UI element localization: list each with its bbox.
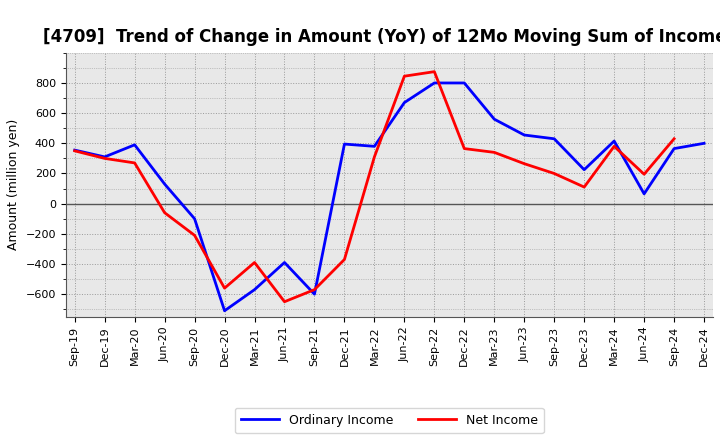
Ordinary Income: [550, 136, 559, 141]
Ordinary Income: [430, 81, 438, 86]
Ordinary Income: [340, 141, 348, 147]
Ordinary Income: [161, 181, 169, 187]
Ordinary Income: [280, 260, 289, 265]
Net Income: [100, 156, 109, 161]
Net Income: [251, 260, 259, 265]
Ordinary Income: [310, 292, 319, 297]
Ordinary Income: [400, 100, 409, 105]
Ordinary Income: [490, 117, 499, 122]
Ordinary Income: [130, 142, 139, 147]
Net Income: [370, 154, 379, 160]
Line: Ordinary Income: Ordinary Income: [75, 83, 704, 311]
Net Income: [490, 150, 499, 155]
Line: Net Income: Net Income: [75, 72, 674, 302]
Ordinary Income: [71, 147, 79, 153]
Legend: Ordinary Income, Net Income: Ordinary Income, Net Income: [235, 407, 544, 433]
Ordinary Income: [610, 139, 618, 144]
Ordinary Income: [700, 141, 708, 146]
Net Income: [400, 73, 409, 79]
Ordinary Income: [520, 132, 528, 138]
Net Income: [310, 287, 319, 292]
Net Income: [670, 136, 678, 141]
Net Income: [460, 146, 469, 151]
Title: [4709]  Trend of Change in Amount (YoY) of 12Mo Moving Sum of Incomes: [4709] Trend of Change in Amount (YoY) o…: [42, 28, 720, 46]
Ordinary Income: [640, 191, 649, 197]
Net Income: [71, 148, 79, 154]
Ordinary Income: [190, 216, 199, 221]
Ordinary Income: [251, 287, 259, 292]
Net Income: [520, 161, 528, 166]
Net Income: [550, 171, 559, 176]
Net Income: [161, 210, 169, 215]
Ordinary Income: [460, 81, 469, 86]
Ordinary Income: [220, 308, 229, 313]
Ordinary Income: [580, 167, 588, 172]
Net Income: [610, 144, 618, 149]
Net Income: [580, 184, 588, 190]
Ordinary Income: [100, 154, 109, 160]
Net Income: [280, 299, 289, 304]
Net Income: [190, 233, 199, 238]
Net Income: [220, 286, 229, 291]
Ordinary Income: [370, 144, 379, 149]
Ordinary Income: [670, 146, 678, 151]
Net Income: [130, 160, 139, 165]
Net Income: [340, 257, 348, 262]
Net Income: [640, 172, 649, 177]
Y-axis label: Amount (million yen): Amount (million yen): [7, 119, 20, 250]
Net Income: [430, 69, 438, 74]
